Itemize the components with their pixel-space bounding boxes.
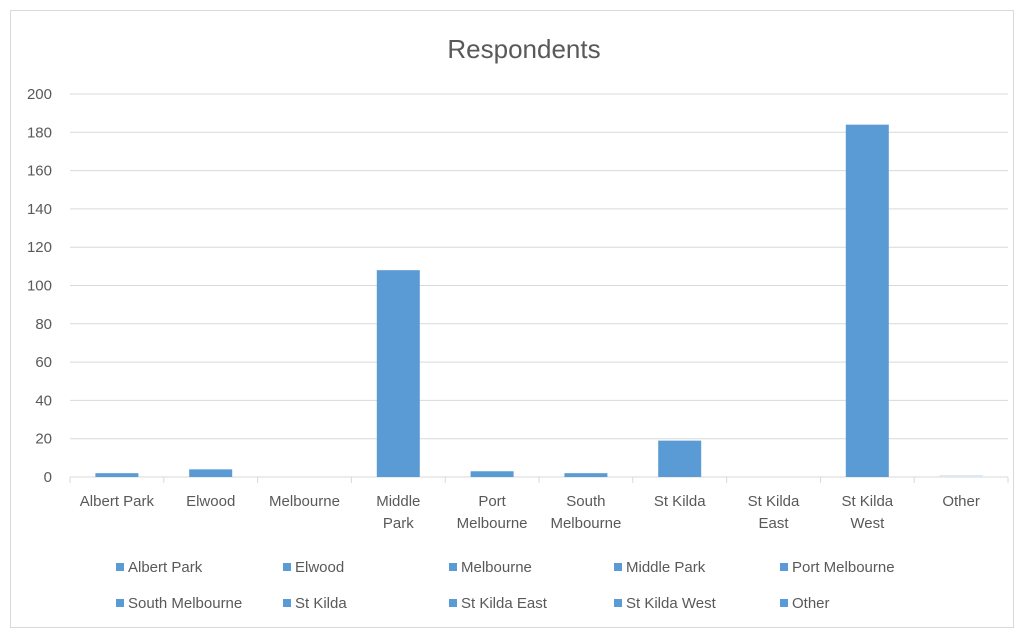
- x-tick-label: West: [850, 515, 885, 532]
- legend-label: St Kilda: [295, 595, 347, 612]
- legend-label: St Kilda East: [461, 595, 548, 612]
- y-tick-label: 80: [35, 316, 52, 333]
- legend-swatch: [614, 599, 622, 607]
- legend-swatch: [449, 563, 457, 571]
- x-tick-label: St Kilda: [841, 493, 893, 510]
- bar-middle-park: [376, 270, 420, 477]
- bar-albert-park: [95, 473, 139, 477]
- x-tick-label: Port: [478, 493, 506, 510]
- x-tick-label: East: [758, 515, 789, 532]
- bar-other: [939, 475, 983, 477]
- legend-swatch: [780, 599, 788, 607]
- legend-label: Albert Park: [128, 559, 203, 576]
- x-tick-label: Albert Park: [80, 493, 155, 510]
- x-tick-label: Park: [383, 515, 414, 532]
- legend-swatch: [283, 563, 291, 571]
- x-tick-label: Other: [942, 493, 980, 510]
- x-tick-label: South: [566, 493, 605, 510]
- y-tick-label: 180: [27, 124, 52, 141]
- legend-label: Middle Park: [626, 559, 706, 576]
- x-tick-label: Middle: [376, 493, 420, 510]
- bar-st-kilda-west: [845, 124, 889, 477]
- y-tick-label: 60: [35, 354, 52, 371]
- legend-swatch: [283, 599, 291, 607]
- legend-swatch: [614, 563, 622, 571]
- legend-label: Melbourne: [461, 559, 532, 576]
- legend-label: Elwood: [295, 559, 344, 576]
- legend: Albert Park Elwood Melbourne Middle Park Por…: [116, 559, 895, 612]
- y-tick-label: 100: [27, 278, 52, 295]
- bar-port-melbourne: [470, 471, 514, 477]
- legend-swatch: [116, 599, 124, 607]
- bar-south-melbourne: [564, 473, 608, 477]
- legend-label: South Melbourne: [128, 595, 242, 612]
- legend-swatch: [780, 563, 788, 571]
- legend-label: St Kilda West: [626, 595, 717, 612]
- x-tick-label: Elwood: [186, 493, 235, 510]
- chart-title: Respondents: [447, 34, 600, 64]
- y-axis-ticks: 0 20 40 60 80 100 120 140 160 180 200: [27, 86, 52, 486]
- y-tick-label: 0: [44, 469, 52, 486]
- legend-swatch: [116, 563, 124, 571]
- legend-swatch: [449, 599, 457, 607]
- x-tick-label: St Kilda: [748, 493, 800, 510]
- legend-label: Port Melbourne: [792, 559, 895, 576]
- bar-st-kilda: [658, 440, 702, 477]
- y-tick-label: 20: [35, 431, 52, 448]
- y-tick-label: 160: [27, 163, 52, 180]
- y-tick-label: 120: [27, 239, 52, 256]
- x-tick-label: St Kilda: [654, 493, 706, 510]
- x-tick-label: Melbourne: [269, 493, 340, 510]
- y-tick-label: 200: [27, 86, 52, 103]
- bar-elwood: [189, 469, 233, 477]
- legend-label: Other: [792, 595, 830, 612]
- x-axis-ticks: Albert Park Elwood Melbourne Middle Park Port…: [80, 493, 980, 532]
- x-tick-label: Melbourne: [457, 515, 528, 532]
- y-tick-label: 140: [27, 201, 52, 218]
- x-tick-label: Melbourne: [550, 515, 621, 532]
- bars: [95, 124, 983, 477]
- y-tick-label: 40: [35, 392, 52, 409]
